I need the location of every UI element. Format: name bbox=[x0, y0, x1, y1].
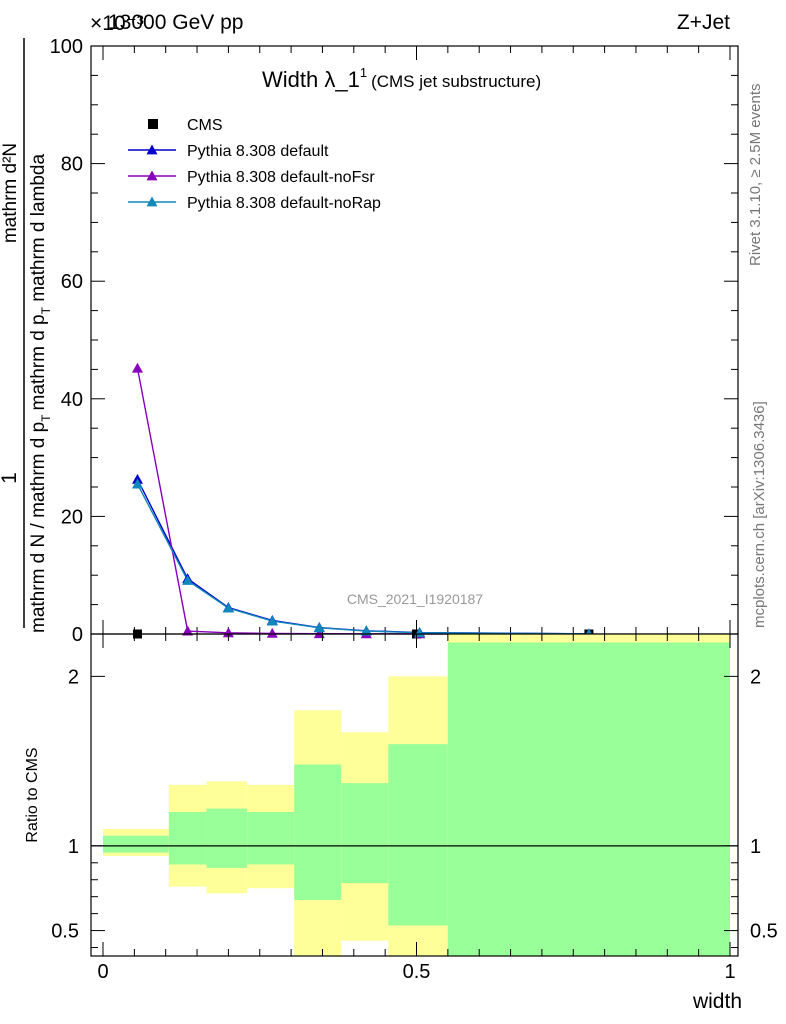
data-point bbox=[182, 574, 194, 585]
series-line bbox=[136, 479, 589, 635]
ratio-panel-frame bbox=[90, 633, 739, 957]
legend: CMS Pythia 8.308 default Pythia 8.308 defa… bbox=[128, 117, 381, 212]
ratio-y-tick-label: 0.5 bbox=[51, 921, 79, 943]
ratio-y-tick-label-right: 1 bbox=[750, 836, 761, 858]
data-point bbox=[313, 622, 325, 633]
legend-label: CMS bbox=[187, 117, 223, 134]
chart-title-main: Width λ_1 bbox=[262, 67, 360, 92]
ratio-y-label: Ratio to CMS bbox=[24, 747, 41, 842]
y-label-den: mathrm d N / mathrm d pTmathrm d pT math… bbox=[28, 154, 53, 633]
data-point bbox=[131, 362, 143, 373]
y-tick-label: 80 bbox=[61, 154, 83, 176]
y-axis-label: 1 mathrm d²N mathrm d N / mathrm d pTmat… bbox=[0, 38, 53, 633]
y-label-den-part1: mathrm d N / mathrm d p bbox=[28, 422, 49, 633]
legend-marker bbox=[146, 144, 158, 155]
series-line bbox=[136, 483, 589, 635]
main-y-ticks: 0 20 40 60 80 100 bbox=[50, 36, 738, 646]
band-gap bbox=[341, 940, 389, 956]
uncertainty-band-inner bbox=[388, 744, 448, 926]
ratio-y-tick-label: 2 bbox=[68, 666, 79, 688]
x-axis-label: width bbox=[692, 990, 742, 1013]
y-label-one: 1 bbox=[0, 472, 21, 484]
beam-label: 13000 GeV pp bbox=[108, 11, 243, 34]
data-point bbox=[266, 615, 278, 626]
legend-label: Pythia 8.308 default-noFsr bbox=[187, 169, 375, 186]
uncertainty-band-inner bbox=[341, 783, 389, 884]
y-exponent-label: ×10⁻³ bbox=[90, 12, 144, 35]
uncertainty-band-inner bbox=[247, 811, 295, 865]
legend-marker bbox=[146, 196, 158, 207]
y-label-den-tail: mathrm d lambda bbox=[28, 154, 49, 308]
chart-subtitle: (CMS jet substructure) bbox=[371, 72, 541, 91]
x-tick-label: 0.5 bbox=[403, 961, 431, 983]
chart-title-sup: 1 bbox=[360, 65, 367, 80]
y-label-num2: mathrm d²N bbox=[0, 143, 21, 243]
ratio-y-tick-label-right: 2 bbox=[750, 666, 761, 688]
x-tick-label: 0 bbox=[97, 961, 108, 983]
ratio-y-tick-label-right: 0.5 bbox=[750, 921, 778, 943]
legend-marker bbox=[146, 170, 158, 181]
data-point bbox=[222, 627, 234, 638]
uncertainty-band-inner bbox=[206, 808, 248, 868]
ratio-y-ticks: 0.5 0.5 1 1 2 2 bbox=[51, 666, 778, 949]
x-tick-label: 1 bbox=[724, 961, 735, 983]
uncertainty-band-inner bbox=[294, 764, 342, 901]
uncertainty-band-inner bbox=[103, 835, 169, 853]
main-panel-frame bbox=[90, 45, 739, 635]
y-tick-label: 60 bbox=[61, 271, 83, 293]
ratio-y-tick-label: 1 bbox=[68, 836, 79, 858]
data-point bbox=[222, 602, 234, 613]
chart-title: Width λ_11 (CMS jet substructure) bbox=[262, 65, 541, 92]
legend-marker bbox=[148, 119, 158, 129]
data-point bbox=[182, 625, 194, 636]
y-tick-label: 100 bbox=[50, 36, 83, 58]
legend-label: Pythia 8.308 default-noRap bbox=[187, 195, 381, 212]
y-label-den-sub: T bbox=[39, 414, 53, 422]
ratio-x-ticks: 0 0.5 1 bbox=[97, 634, 736, 983]
data-point bbox=[266, 627, 278, 638]
main-x-ticks bbox=[102, 46, 731, 634]
process-label: Z+Jet bbox=[677, 11, 730, 34]
data-point bbox=[360, 625, 372, 636]
ratio-bands-layer bbox=[103, 634, 730, 956]
rivet-label: Rivet 3.1.10, ≥ 2.5M events bbox=[747, 84, 764, 267]
mcplots-label: mcplots.cern.ch [arXiv:1306.3436] bbox=[751, 401, 768, 628]
y-tick-label: 0 bbox=[72, 624, 83, 646]
legend-label: Pythia 8.308 default bbox=[187, 143, 329, 160]
y-label-den-part2: mathrm d p bbox=[28, 314, 49, 410]
uncertainty-band-inner bbox=[447, 642, 730, 956]
analysis-watermark: CMS_2021_I1920187 bbox=[347, 591, 483, 607]
data-point bbox=[131, 478, 143, 489]
y-tick-label: 20 bbox=[61, 506, 83, 528]
y-tick-label: 40 bbox=[61, 389, 83, 411]
uncertainty-band-inner bbox=[168, 811, 207, 865]
y-label-den-sub2: T bbox=[39, 306, 53, 314]
